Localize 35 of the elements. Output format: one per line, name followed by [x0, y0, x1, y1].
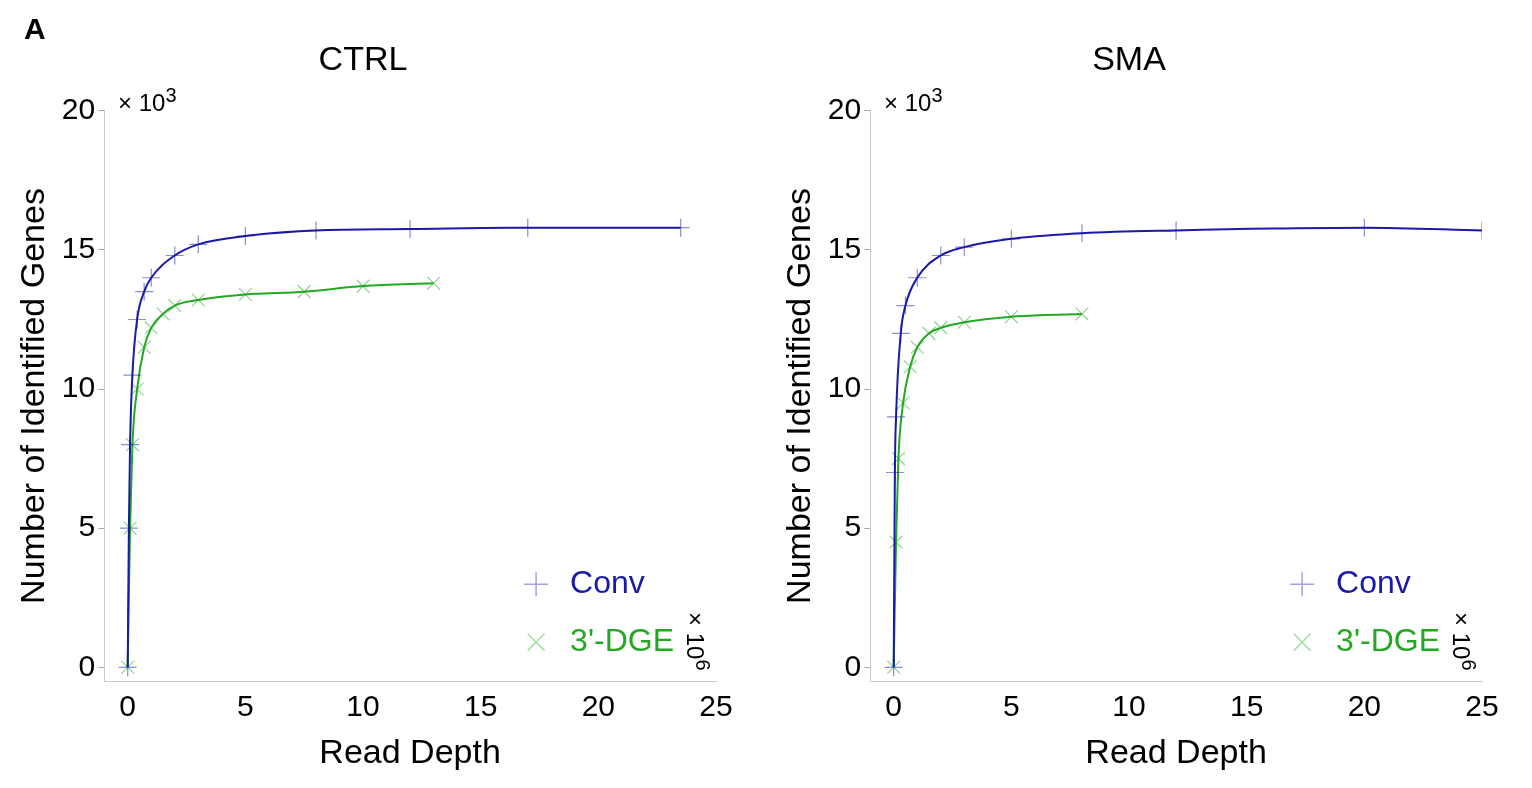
x-tick-label: 20: [581, 689, 616, 723]
x-tick-label: 10: [1112, 689, 1146, 723]
y-tick-label: 0: [844, 648, 862, 682]
y-tick-label: 5: [78, 509, 96, 543]
annotation: × 10$^{3}$: [118, 84, 177, 117]
legend-label: 3'-DGE: [1336, 622, 1440, 659]
y-tick-label: 20: [61, 92, 96, 126]
x-tick-label: 5: [237, 689, 254, 723]
y-tick-label: 10: [827, 370, 862, 404]
x-tick-label: 10: [346, 689, 380, 723]
y-axis-title: Number of Identified Genes: [778, 188, 817, 604]
y-tick-label: 10: [61, 370, 96, 404]
x-tick-label: 20: [1347, 689, 1382, 723]
x-tick-label: 25: [699, 689, 733, 723]
x-tick-label: 0: [119, 689, 137, 723]
annotation: × 10$^{3}$: [884, 84, 943, 117]
y-tick-label: 0: [78, 648, 96, 682]
legend-label: 3'-DGE: [570, 622, 674, 659]
y-tick-label: 5: [844, 509, 862, 543]
chart-title: SMA: [1092, 38, 1167, 77]
y-axis-title: Number of Identified Genes: [12, 188, 51, 604]
y-tick-label: 15: [61, 231, 96, 265]
y-tick-label: 15: [827, 231, 862, 265]
x-tick-label: 5: [1003, 689, 1020, 723]
x-tick-label: 0: [885, 689, 903, 723]
x-axis-title: Read Depth: [1085, 731, 1267, 770]
legend-label: Conv: [1336, 564, 1411, 601]
x-tick-label: 15: [1229, 689, 1264, 723]
y-tick-label: 20: [827, 92, 862, 126]
x-tick-label: 25: [1465, 689, 1499, 723]
x-axis-title: Read Depth: [319, 731, 501, 770]
text: A: [24, 12, 46, 46]
chart-title: CTRL: [318, 38, 408, 77]
x-tick-label: 15: [463, 689, 498, 723]
legend-label: Conv: [570, 564, 645, 601]
